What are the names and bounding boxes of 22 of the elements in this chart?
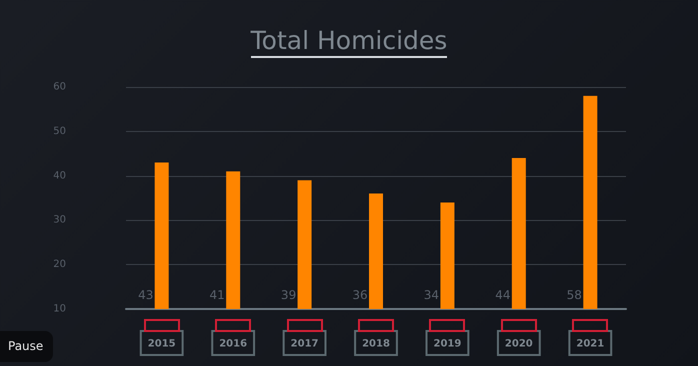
- y-tick-label: 60: [53, 82, 66, 92]
- data-label: 41: [210, 288, 225, 302]
- x-tick-label: 2016: [219, 338, 248, 350]
- text: Pause: [0, 331, 54, 362]
- x-tick-label: 2020: [504, 338, 533, 350]
- data-label: 34: [424, 288, 440, 302]
- x-tick-label: 2017: [290, 338, 319, 350]
- x-tick-label: 2021: [576, 338, 604, 350]
- x-tick-label: 2018: [362, 338, 390, 350]
- data-label: 44: [495, 288, 510, 302]
- y-tick-label: 40: [53, 170, 66, 182]
- data-label: 39: [280, 288, 296, 302]
- x-tick-label: 2019: [434, 338, 462, 350]
- y-tick-label: 50: [53, 126, 66, 137]
- y-tick-label: 10: [53, 304, 66, 314]
- data-label: 36: [352, 288, 368, 302]
- chart-title: Total Homicides: [250, 26, 448, 58]
- y-tick-label: 20: [53, 259, 66, 270]
- data-label: 43: [138, 288, 154, 302]
- x-tick-label: 2015: [148, 338, 176, 350]
- y-tick-label: 30: [53, 214, 66, 226]
- data-label: 58: [566, 288, 582, 302]
